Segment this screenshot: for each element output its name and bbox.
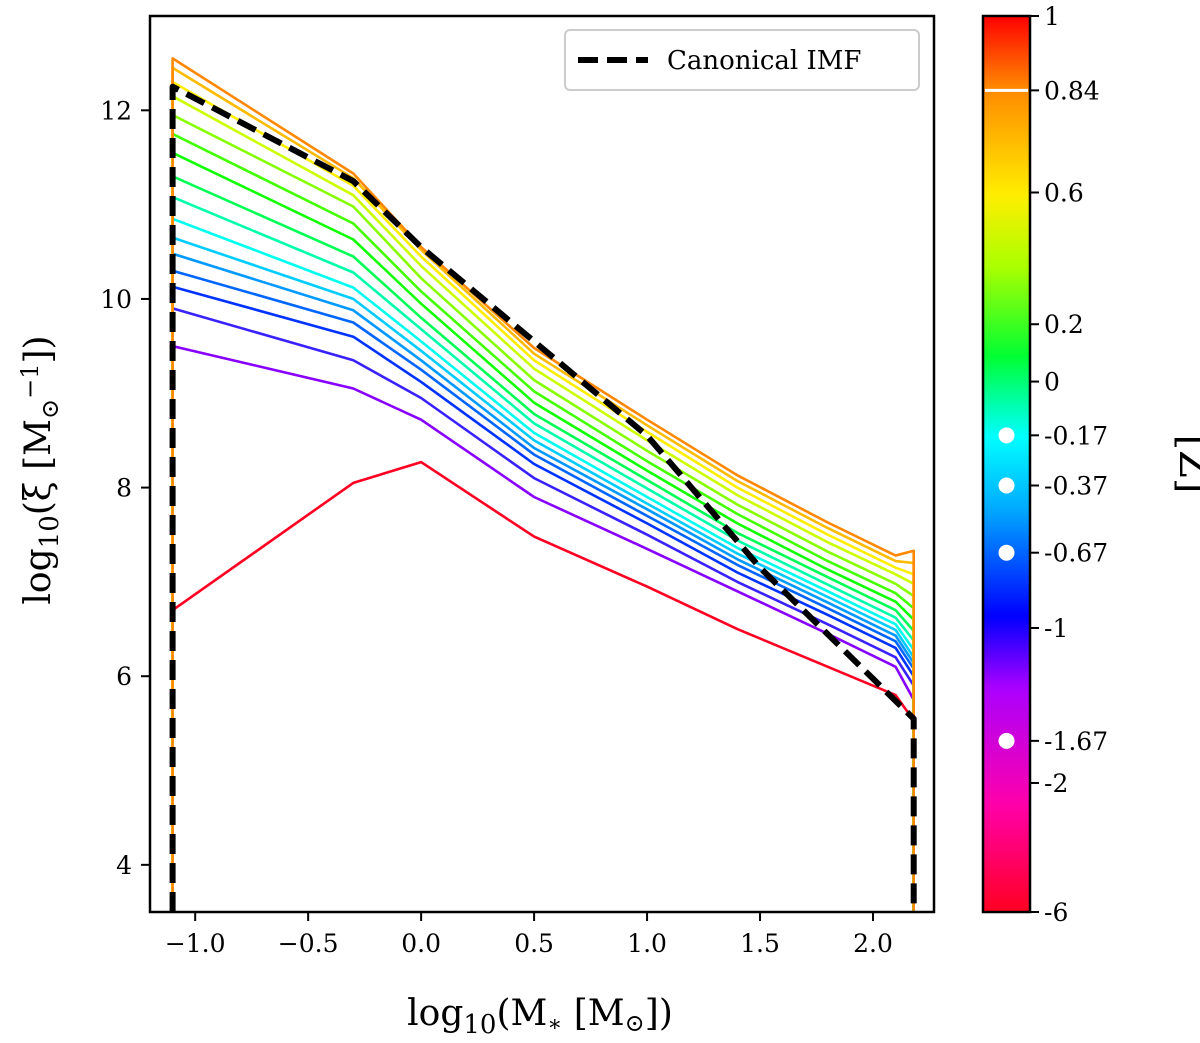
imf-curve-z--0p17 — [171, 217, 915, 912]
imf-curve-z-0 — [171, 175, 915, 912]
x-tick-label: −1.0 — [165, 929, 226, 958]
x-axis-title: log10(M∗ [M⊙]) — [407, 993, 673, 1039]
plot-frame — [148, 14, 936, 914]
imf-curve-z-0p1 — [171, 151, 915, 912]
colorbar-marker-dot — [998, 427, 1015, 444]
x-tick-label: 1.5 — [740, 929, 780, 958]
imf-curve-z-0p84 — [171, 57, 915, 912]
colorbar-gradient — [981, 14, 1032, 914]
colorbar-label: [Z] — [1170, 434, 1200, 493]
legend-box — [564, 29, 920, 91]
imf-curve-z--0p27 — [171, 236, 915, 912]
legend-label-canonical-imf: Canonical IMF — [667, 46, 861, 76]
y-tick-label: 10 — [100, 285, 132, 314]
colorbar-tick-label: -1.67 — [1044, 727, 1108, 756]
x-tick-label: 0.5 — [514, 929, 554, 958]
colorbar-tick-label: 0 — [1044, 368, 1060, 397]
colorbar-tick-label: -1 — [1044, 614, 1068, 643]
imf-curve-z-0p2 — [171, 132, 915, 912]
x-tick-label: 2.0 — [853, 929, 893, 958]
colorbar-tick-label: -0.37 — [1044, 472, 1108, 501]
imf-curve-z--0p67 — [171, 285, 915, 912]
imf-curve-z--1 — [171, 307, 915, 912]
imf-curve-z-0p72 — [171, 66, 915, 912]
canonical-imf-layer — [169, 83, 917, 912]
x-tick-label: −0.5 — [278, 929, 339, 958]
colorbar-tick-label: 1 — [1044, 2, 1060, 31]
colorbar-tick-label: 0.2 — [1044, 310, 1084, 339]
imf-curve-z-0p35 — [171, 113, 915, 912]
imf-curve-z--0p08 — [171, 195, 915, 912]
colorbar-marker-dot — [998, 732, 1015, 749]
colorbar-marker-dot — [998, 477, 1015, 494]
colorbar-marker-dot — [998, 544, 1015, 561]
y-tick-label: 6 — [116, 662, 132, 691]
y-tick-label: 8 — [116, 474, 132, 503]
imf-curve-z--1p67 — [171, 344, 915, 912]
plot-background — [150, 16, 934, 912]
imf-curve-z--0p5 — [171, 269, 915, 912]
x-tick-label: 0.0 — [401, 929, 441, 958]
imf-curve-z--0p37 — [171, 252, 915, 912]
y-tick-label: 12 — [100, 96, 132, 125]
colorbar-tick-label: -0.17 — [1044, 421, 1108, 450]
colorbar-tick-label: 0.6 — [1044, 179, 1084, 208]
x-tick-label: 1.0 — [627, 929, 667, 958]
colorbar-markers — [985, 88, 1028, 749]
curves-layer — [171, 57, 915, 912]
colorbar-tick-label: -2 — [1044, 769, 1068, 798]
colorbar-tick-label: -0.67 — [1044, 539, 1108, 568]
imf-curve-z-0p5 — [171, 94, 915, 912]
legend: Canonical IMF — [564, 29, 920, 91]
colorbar-tick-label: -6 — [1044, 898, 1068, 927]
colorbar-tick-label: 0.84 — [1044, 76, 1100, 105]
y-axis-ticks: 4 6 8 10 12 — [100, 96, 150, 880]
x-axis-ticks: −1.0 −0.5 0.0 0.5 1.0 1.5 2.0 — [165, 912, 893, 958]
y-tick-label: 4 — [116, 851, 132, 880]
colorbar: 1 0.84 0.6 0.2 0 -0.17 -0.37 -0.67 -1 -1.67 -2 -6 [… — [981, 2, 1200, 927]
colorbar-ticks: 1 0.84 0.6 0.2 0 -0.17 -0.37 -0.67 -1 -1.67 -2 -6 — [1030, 2, 1108, 927]
y-axis-title: log10(ξ [M⊙−1]) — [16, 335, 65, 604]
canonical-imf-line — [169, 83, 917, 912]
